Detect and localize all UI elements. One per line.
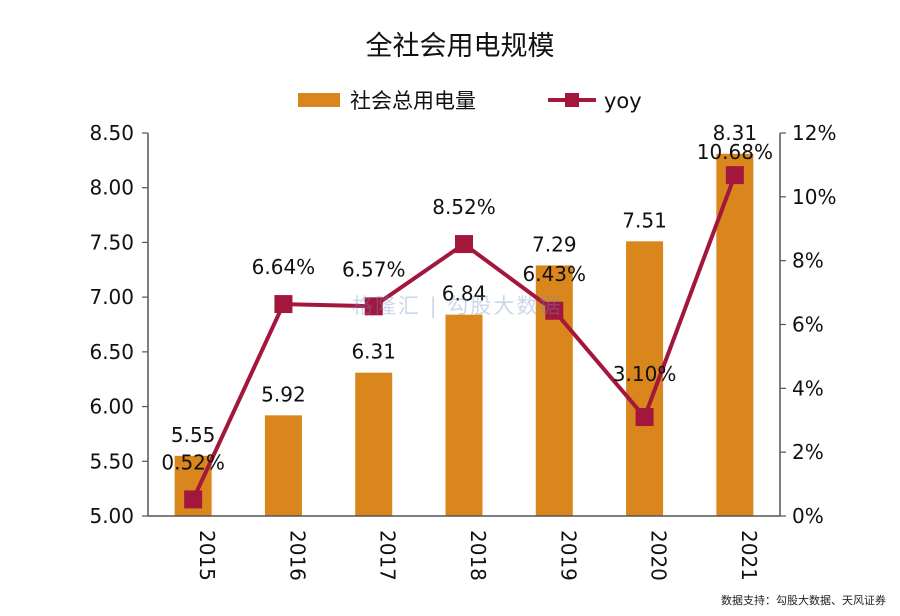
bar-value-label: 8.31 xyxy=(713,121,758,145)
x-axis-ticks: 2015 2016 2017 2018 2019 2020 2021 xyxy=(195,530,761,581)
bar xyxy=(445,314,483,516)
yoy-marker xyxy=(455,235,473,254)
bar-value-label: 6.31 xyxy=(351,340,396,364)
legend: 社会总用电量 yoy xyxy=(298,89,642,113)
x-tick-label: 2019 xyxy=(556,530,580,581)
bar-value-label: 7.29 xyxy=(532,232,577,256)
yoy-marker xyxy=(725,166,744,185)
right-tick-label: 6% xyxy=(792,313,824,337)
chart-title: 全社会用电规模 xyxy=(366,31,555,62)
axes xyxy=(147,133,781,517)
right-tick-label: 12% xyxy=(792,121,836,145)
x-tick-label: 2017 xyxy=(376,530,400,581)
source-note: 数据支持：勾股大数据、天风证券 xyxy=(721,594,886,607)
bar-labels: 5.55 5.92 6.31 6.84 7.29 7.51 8.31 xyxy=(171,121,757,447)
x-tick-label: 2015 xyxy=(195,530,219,581)
watermark: 格隆汇 | 勾股大数据 xyxy=(352,294,563,318)
yoy-value-label: 8.52% xyxy=(432,195,496,219)
yoy-value-label: 6.43% xyxy=(523,262,587,286)
bar-value-label: 7.51 xyxy=(622,208,667,232)
left-tick-label: 7.50 xyxy=(89,230,134,254)
right-tick-label: 8% xyxy=(792,249,824,273)
yoy-marker xyxy=(184,490,203,509)
legend-swatch-marker xyxy=(565,93,579,107)
legend-label-line: yoy xyxy=(604,89,642,113)
right-tick-label: 10% xyxy=(792,185,836,209)
yoy-value-label: 6.57% xyxy=(342,257,406,281)
left-tick-label: 5.50 xyxy=(89,449,134,473)
yoy-marker xyxy=(274,295,293,314)
bar xyxy=(716,153,754,516)
bar xyxy=(355,372,393,516)
bar-value-label: 6.84 xyxy=(442,282,487,306)
right-tick-label: 4% xyxy=(792,376,824,400)
right-tick-label: 0% xyxy=(792,504,824,528)
yoy-value-label: 0.52% xyxy=(161,450,225,474)
left-tick-label: 7.00 xyxy=(89,285,134,309)
yoy-value-label: 10.68% xyxy=(697,140,773,164)
left-tick-label: 8.50 xyxy=(89,121,134,145)
bar-value-label: 5.92 xyxy=(261,382,306,406)
left-tick-label: 8.00 xyxy=(89,176,134,200)
yoy-value-label: 6.64% xyxy=(252,255,316,279)
yoy-line-group xyxy=(184,166,744,509)
yoy-labels: 0.52% 6.64% 6.57% 8.52% 6.43% 3.10% 10.68% xyxy=(161,140,773,474)
left-tick-label: 6.00 xyxy=(89,395,134,419)
yoy-marker xyxy=(364,297,383,316)
x-tick-label: 2021 xyxy=(737,530,761,581)
left-tick-label: 6.50 xyxy=(89,340,134,364)
left-tick-label: 5.00 xyxy=(89,504,134,528)
yoy-marker xyxy=(545,301,564,320)
x-tick-label: 2018 xyxy=(466,530,490,581)
legend-label-bar: 社会总用电量 xyxy=(350,89,476,113)
right-axis-ticks: 0% 2% 4% 6% 8% 10% 12% xyxy=(780,121,836,528)
x-tick-label: 2020 xyxy=(647,530,671,581)
right-tick-label: 2% xyxy=(792,440,824,464)
x-tick-label: 2016 xyxy=(285,530,309,581)
legend-swatch-bar xyxy=(298,93,340,107)
yoy-value-label: 3.10% xyxy=(613,362,677,386)
bar xyxy=(264,415,302,516)
yoy-marker xyxy=(635,408,654,427)
bar-value-label: 5.55 xyxy=(171,423,216,447)
left-axis-ticks: 5.00 5.50 6.00 6.50 7.00 7.50 8.00 8.50 xyxy=(89,121,148,528)
